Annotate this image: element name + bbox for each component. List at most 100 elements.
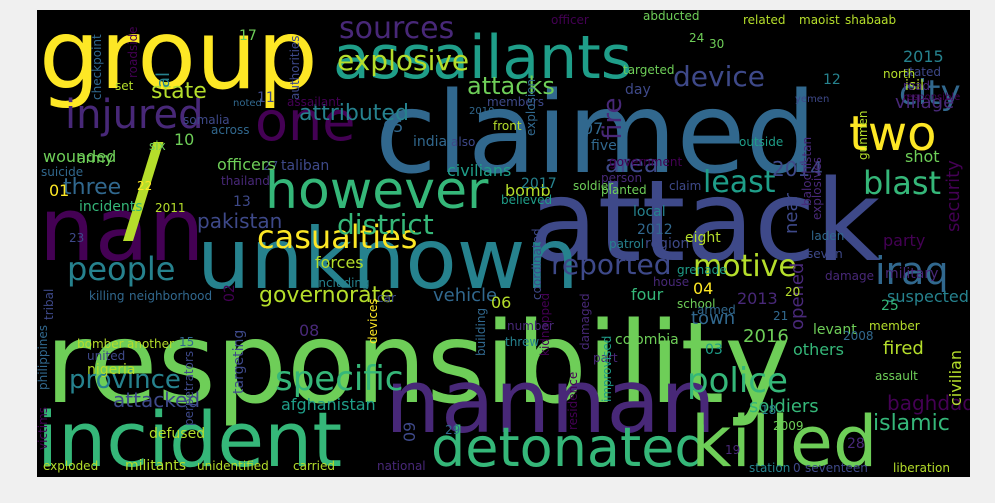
cloud-word: three xyxy=(63,175,121,200)
cloud-word: damaged xyxy=(578,293,592,350)
cloud-word: local xyxy=(633,204,666,220)
cloud-word: group xyxy=(39,10,318,111)
cloud-word: outside xyxy=(739,135,783,149)
cloud-word: roadside xyxy=(126,26,140,78)
cloud-word: laden xyxy=(811,229,844,243)
cloud-word: damage xyxy=(825,269,874,283)
cloud-word: united xyxy=(87,349,125,363)
cloud-word: 29 xyxy=(445,423,460,437)
cloud-word: incident xyxy=(37,395,342,477)
cloud-word: state xyxy=(151,79,207,104)
cloud-word: carried xyxy=(293,459,335,473)
cloud-word: front xyxy=(493,119,522,133)
cloud-word: incidents xyxy=(79,199,143,215)
cloud-word: injured xyxy=(65,92,204,138)
cloud-word: number xyxy=(507,319,554,333)
cloud-word: residence xyxy=(566,372,580,430)
cloud-background xyxy=(37,10,970,477)
cloud-word: city xyxy=(899,73,961,113)
cloud-word: 17 xyxy=(239,28,257,44)
cloud-word: 2016 xyxy=(743,326,789,347)
cloud-word: 2008 xyxy=(843,329,874,343)
cloud-word: 12 xyxy=(823,72,841,88)
cloud-word: 06 xyxy=(491,293,511,312)
cloud-word: 18 xyxy=(761,403,776,417)
cloud-word: members xyxy=(487,95,544,109)
cloud-word: vehicle xyxy=(433,285,497,306)
cloud-word: perpetrators xyxy=(182,351,196,426)
cloud-word: assailants xyxy=(333,23,632,93)
cloud-word: motive xyxy=(693,249,797,284)
cloud-word: six xyxy=(149,139,166,153)
cloud-word: governorate xyxy=(259,283,394,308)
cloud-word: unidentified xyxy=(197,459,269,473)
cloud-word: 15 xyxy=(179,335,194,349)
cloud-word: noted xyxy=(233,98,262,109)
cloud-word: liberation xyxy=(893,461,950,475)
cloud-word: device xyxy=(673,60,765,93)
cloud-word: member xyxy=(869,319,920,333)
cloud-word: planted xyxy=(601,183,647,197)
cloud-word: others xyxy=(793,340,844,359)
cloud-word: taliban xyxy=(281,158,329,174)
cloud-word: soldiers xyxy=(749,396,819,417)
cloud-word: 2011 xyxy=(155,201,186,215)
cloud-word: india xyxy=(413,134,447,150)
cloud-word: area xyxy=(605,150,659,178)
cloud-word: 03 xyxy=(705,342,723,358)
cloud-word: threw xyxy=(505,335,539,349)
cloud-word: civilians xyxy=(447,161,511,180)
cloud-word: day xyxy=(625,82,651,98)
cloud-word: explosive xyxy=(337,44,469,77)
cloud-word: north xyxy=(883,67,915,81)
cloud-word: attributed xyxy=(299,101,409,126)
cloud-word: 24 xyxy=(689,31,704,45)
cloud-word: nigeria xyxy=(87,362,136,378)
cloud-word: two xyxy=(849,106,936,162)
cloud-word: gunmen xyxy=(856,110,870,160)
word-cloud-canvas: group assailants claimed attack responsibili… xyxy=(37,10,970,477)
cloud-word: neighborhood xyxy=(129,289,212,303)
cloud-word: people xyxy=(67,250,175,288)
cloud-word: explosives xyxy=(810,157,824,220)
cloud-word: village xyxy=(895,92,954,113)
cloud-word: isil xyxy=(905,78,924,94)
cloud-word: party xyxy=(883,231,925,250)
cloud-word: iraq xyxy=(875,249,949,293)
cloud-word: 25 xyxy=(881,298,899,314)
cloud-word: assailant xyxy=(287,95,341,109)
cloud-word: 07 xyxy=(583,119,603,138)
cloud-word: unknown xyxy=(197,210,579,308)
cloud-word: fired xyxy=(883,338,924,359)
cloud-word: attack xyxy=(529,157,881,287)
cloud-word: police xyxy=(687,361,788,401)
cloud-word: levant xyxy=(813,322,857,338)
cloud-word: seven xyxy=(807,247,843,261)
cloud-word: 11 xyxy=(257,90,275,106)
cloud-word: baghdad xyxy=(887,391,970,415)
cloud-word: also xyxy=(451,135,475,149)
cloud-word: eight xyxy=(685,230,721,246)
cloud-word: sources xyxy=(339,11,454,46)
cloud-word: 2009 xyxy=(773,419,804,433)
cloud-word: 08 xyxy=(299,321,319,340)
cloud-word: 27 xyxy=(263,159,278,173)
cloud-word: attacked xyxy=(113,388,200,412)
cloud-word: believed xyxy=(501,193,552,207)
cloud-word: militants xyxy=(125,458,186,474)
cloud-word: victims xyxy=(37,407,50,450)
cloud-word: soldier xyxy=(573,179,613,193)
cloud-word: 22 xyxy=(137,179,152,193)
cloud-word: suspected xyxy=(887,287,969,306)
cloud-word: 2017 xyxy=(521,176,557,192)
cloud-word: colombia xyxy=(615,332,679,348)
cloud-word: 09 xyxy=(400,422,419,442)
cloud-word: 19 xyxy=(725,443,740,457)
cloud-word: 2015 xyxy=(903,47,944,66)
cloud-word: balochistan xyxy=(800,137,814,206)
cloud-word: district xyxy=(337,208,434,241)
cloud-word: person xyxy=(601,171,642,185)
cloud-word: 28 xyxy=(847,436,865,452)
cloud-word: military xyxy=(885,266,938,282)
cloud-word: claimed xyxy=(375,69,817,199)
